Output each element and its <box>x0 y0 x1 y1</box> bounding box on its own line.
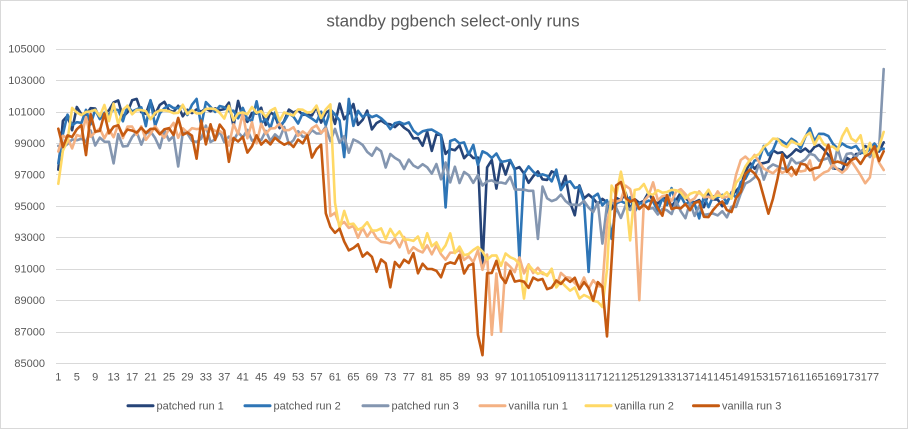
svg-text:1: 1 <box>55 372 61 384</box>
svg-text:91000: 91000 <box>14 264 45 276</box>
svg-text:113: 113 <box>566 372 584 384</box>
svg-text:177: 177 <box>861 372 879 384</box>
svg-text:85: 85 <box>439 372 451 384</box>
svg-text:33: 33 <box>200 372 212 384</box>
svg-text:53: 53 <box>292 372 304 384</box>
svg-text:129: 129 <box>639 372 657 384</box>
svg-text:89000: 89000 <box>14 295 45 307</box>
svg-text:125: 125 <box>621 372 639 384</box>
svg-text:169: 169 <box>824 372 842 384</box>
svg-text:45: 45 <box>255 372 267 384</box>
svg-text:85000: 85000 <box>14 358 45 370</box>
svg-text:161: 161 <box>787 372 805 384</box>
svg-text:133: 133 <box>658 372 676 384</box>
svg-text:standby pgbench select-only ru: standby pgbench select-only runs <box>326 11 579 30</box>
svg-text:81: 81 <box>421 372 433 384</box>
svg-text:5: 5 <box>74 372 80 384</box>
svg-text:109: 109 <box>547 372 565 384</box>
svg-text:105: 105 <box>529 372 547 384</box>
svg-text:vanilla run 3: vanilla run 3 <box>722 401 781 413</box>
svg-text:97: 97 <box>495 372 507 384</box>
svg-text:173: 173 <box>842 372 860 384</box>
svg-text:93: 93 <box>476 372 488 384</box>
svg-text:101: 101 <box>510 372 528 384</box>
svg-text:vanilla run 1: vanilla run 1 <box>509 401 568 413</box>
svg-text:patched run 3: patched run 3 <box>392 401 459 413</box>
svg-text:105000: 105000 <box>8 44 45 56</box>
svg-text:117: 117 <box>584 372 602 384</box>
svg-text:57: 57 <box>310 372 322 384</box>
svg-text:165: 165 <box>805 372 823 384</box>
svg-text:99000: 99000 <box>14 138 45 150</box>
svg-text:149: 149 <box>732 372 750 384</box>
svg-text:121: 121 <box>602 372 620 384</box>
svg-text:137: 137 <box>676 372 694 384</box>
svg-text:95000: 95000 <box>14 201 45 213</box>
svg-text:73: 73 <box>384 372 396 384</box>
svg-text:61: 61 <box>329 372 341 384</box>
svg-text:25: 25 <box>163 372 175 384</box>
svg-text:89: 89 <box>458 372 470 384</box>
svg-text:101000: 101000 <box>8 106 45 118</box>
svg-text:9: 9 <box>92 372 98 384</box>
svg-text:87000: 87000 <box>14 327 45 339</box>
svg-text:21: 21 <box>144 372 156 384</box>
svg-text:153: 153 <box>750 372 768 384</box>
svg-text:vanilla run 2: vanilla run 2 <box>615 401 674 413</box>
svg-text:65: 65 <box>347 372 359 384</box>
svg-text:141: 141 <box>695 372 713 384</box>
svg-text:17: 17 <box>126 372 138 384</box>
svg-text:69: 69 <box>366 372 378 384</box>
svg-text:145: 145 <box>713 372 731 384</box>
svg-text:13: 13 <box>107 372 119 384</box>
svg-text:patched run 1: patched run 1 <box>157 401 224 413</box>
svg-text:37: 37 <box>218 372 230 384</box>
svg-text:97000: 97000 <box>14 169 45 181</box>
svg-text:93000: 93000 <box>14 232 45 244</box>
svg-text:41: 41 <box>237 372 249 384</box>
svg-text:157: 157 <box>768 372 786 384</box>
svg-text:77: 77 <box>403 372 415 384</box>
svg-text:103000: 103000 <box>8 75 45 87</box>
svg-text:29: 29 <box>181 372 193 384</box>
svg-text:49: 49 <box>273 372 285 384</box>
svg-text:patched run 2: patched run 2 <box>274 401 341 413</box>
